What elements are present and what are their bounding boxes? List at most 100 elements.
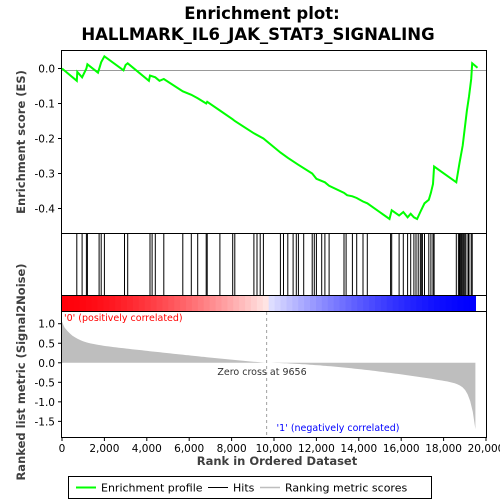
plot-title-line2: HALLMARK_IL6_JAK_STAT3_SIGNALING bbox=[81, 25, 434, 44]
colorbar-segment bbox=[138, 296, 146, 311]
colorbar-segment bbox=[109, 296, 116, 311]
metric-y-axis: 1.0 0.5 0.0 -0.5 -1.0 -1.5 bbox=[35, 319, 62, 428]
colorbar-segment bbox=[274, 296, 282, 311]
colorbar-segment bbox=[121, 296, 128, 311]
es-y-tick-label: -0.3 bbox=[35, 169, 56, 181]
colorbar-segment bbox=[416, 296, 423, 311]
colorbar-segment bbox=[327, 296, 335, 311]
x-tick-label: 6,000 bbox=[174, 443, 204, 455]
x-tick-label: 14,000 bbox=[340, 443, 377, 455]
colorbar-segment bbox=[221, 296, 228, 311]
colorbar-segment bbox=[150, 296, 158, 311]
colorbar-segment bbox=[375, 296, 382, 311]
zero-cross-label: Zero cross at 9656 bbox=[217, 367, 306, 378]
colorbar-segment bbox=[79, 296, 87, 311]
negative-correlation-label: '1' (negatively correlated) bbox=[277, 423, 400, 434]
metric-y-tick-label: 0.0 bbox=[38, 358, 55, 370]
x-tick-label: 12,000 bbox=[298, 443, 335, 455]
colorbar-segment bbox=[428, 296, 435, 311]
colorbar-segment bbox=[67, 296, 75, 311]
colorbar-segment bbox=[250, 296, 258, 311]
x-tick-label: 2,000 bbox=[89, 443, 119, 455]
colorbar-segment bbox=[73, 296, 81, 311]
colorbar-segment bbox=[469, 296, 476, 311]
x-tick-label: 0 bbox=[59, 443, 66, 455]
colorbar-segment bbox=[97, 296, 104, 311]
colorbar-segment bbox=[434, 296, 441, 311]
colorbar-segment bbox=[404, 296, 412, 311]
colorbar-segment bbox=[262, 296, 270, 311]
colorbar-segment bbox=[380, 296, 388, 311]
ranking-colorbar bbox=[62, 296, 476, 311]
colorbar-segment bbox=[398, 296, 406, 311]
colorbar-segment bbox=[174, 296, 181, 311]
legend-enrichment-label: Enrichment profile bbox=[101, 482, 203, 495]
colorbar-segment bbox=[103, 296, 110, 311]
colorbar-segment bbox=[386, 296, 394, 311]
positive-correlation-label: '0' (positively correlated) bbox=[64, 313, 183, 324]
metric-y-tick-label: 0.5 bbox=[38, 338, 55, 350]
colorbar-segment bbox=[91, 296, 99, 311]
legend: Enrichment profile Hits Ranking metric s… bbox=[68, 476, 432, 499]
colorbar-segment bbox=[115, 296, 122, 311]
x-tick-label: 20,000 bbox=[468, 443, 500, 455]
legend-ranking-label: Ranking metric scores bbox=[285, 482, 407, 495]
colorbar-segment bbox=[168, 296, 175, 311]
colorbar-segment bbox=[256, 296, 264, 311]
legend-hits-label: Hits bbox=[233, 482, 255, 495]
metric-y-tick-label: -1.0 bbox=[35, 397, 56, 409]
x-tick-label: 18,000 bbox=[425, 443, 462, 455]
colorbar-segment bbox=[369, 296, 376, 311]
x-axis: 0 2,000 4,000 6,000 8,000 10,000 12,000 14,000 1… bbox=[59, 437, 500, 455]
colorbar-segment bbox=[463, 296, 471, 311]
colorbar-segment bbox=[410, 296, 417, 311]
colorbar-segment bbox=[457, 296, 465, 311]
colorbar-segment bbox=[422, 296, 429, 311]
colorbar-segment bbox=[144, 296, 152, 311]
metric-y-tick-label: 1.0 bbox=[38, 319, 55, 331]
x-tick-label: 10,000 bbox=[256, 443, 293, 455]
metric-y-tick-label: -1.5 bbox=[35, 416, 56, 428]
x-axis-label: Rank in Ordered Dataset bbox=[197, 454, 358, 468]
hit-markers bbox=[76, 234, 473, 295]
colorbar-segment bbox=[304, 296, 311, 311]
colorbar-segment bbox=[239, 296, 246, 311]
colorbar-segment bbox=[85, 296, 93, 311]
colorbar-segment bbox=[333, 296, 341, 311]
colorbar-segment bbox=[351, 296, 358, 311]
es-panel bbox=[61, 50, 487, 234]
colorbar-segment bbox=[191, 296, 199, 311]
es-y-tick-label: 0.0 bbox=[38, 64, 55, 76]
es-y-axis-label: Enrichment score (ES) bbox=[14, 70, 28, 214]
colorbar-segment bbox=[186, 296, 193, 311]
colorbar-segment bbox=[357, 296, 364, 311]
colorbar-segment bbox=[345, 296, 352, 311]
colorbar-segment bbox=[310, 296, 317, 311]
metric-y-axis-label: Ranked list metric (Signal2Noise) bbox=[14, 263, 28, 480]
enrichment-profile-line bbox=[61, 54, 479, 221]
x-tick-label: 16,000 bbox=[383, 443, 420, 455]
colorbar-segment bbox=[451, 296, 459, 311]
colorbar-segment bbox=[132, 296, 140, 311]
colorbar-segment bbox=[227, 296, 234, 311]
colorbar-segment bbox=[233, 296, 240, 311]
es-y-tick-label: -0.4 bbox=[35, 204, 56, 216]
metric-y-tick-label: -0.5 bbox=[35, 377, 56, 389]
colorbar-segment bbox=[215, 296, 223, 311]
colorbar-segment bbox=[298, 296, 305, 311]
legend-box bbox=[68, 476, 432, 499]
x-tick-label: 4,000 bbox=[132, 443, 162, 455]
colorbar-segment bbox=[339, 296, 347, 311]
colorbar-segment bbox=[197, 296, 205, 311]
colorbar-segment bbox=[156, 296, 163, 311]
colorbar-segment bbox=[321, 296, 329, 311]
colorbar-segment bbox=[209, 296, 217, 311]
es-y-axis: 0.0 -0.1 -0.2 -0.3 -0.4 bbox=[35, 64, 62, 216]
colorbar-segment bbox=[445, 296, 453, 311]
colorbar-segment bbox=[180, 296, 187, 311]
colorbar-segment bbox=[268, 296, 276, 311]
colorbar-segment bbox=[439, 296, 447, 311]
es-y-tick-label: -0.2 bbox=[35, 134, 56, 146]
colorbar-segment bbox=[162, 296, 169, 311]
